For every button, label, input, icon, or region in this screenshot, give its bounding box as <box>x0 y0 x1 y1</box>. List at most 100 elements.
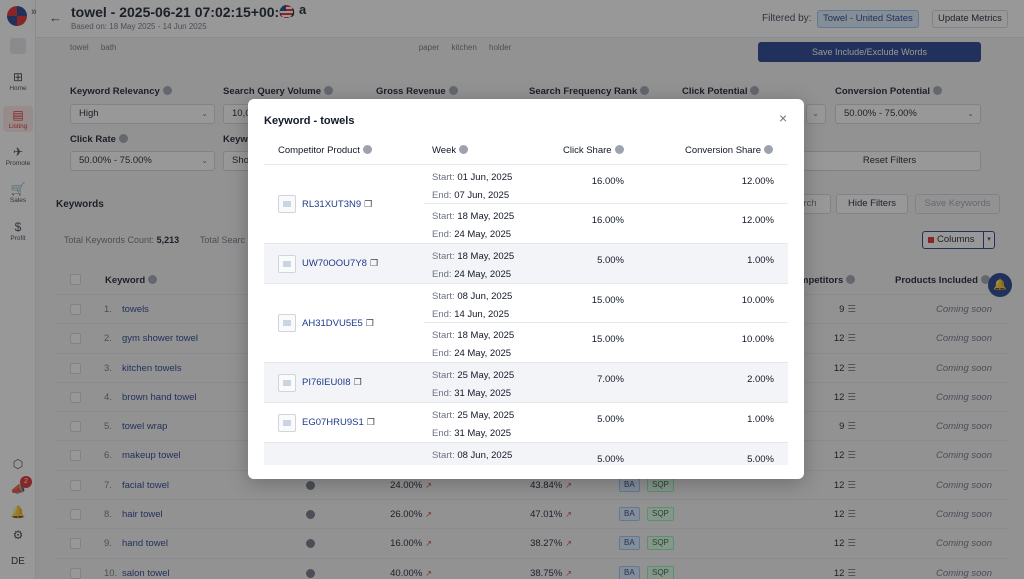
copy-icon[interactable]: ❐ <box>353 377 362 387</box>
update-metrics-button[interactable]: Update Metrics <box>932 10 1008 28</box>
asin-link[interactable]: EG07HRU9S1 <box>302 417 364 428</box>
sidebar-item-sales[interactable]: 🛒 Sales <box>0 182 36 205</box>
save-keywords-button[interactable]: Save Keywords <box>915 194 1000 214</box>
word-chip[interactable]: bath <box>100 43 117 52</box>
conversion-potential-select[interactable]: 50.00% - 75.00% ⌄ <box>835 104 981 124</box>
competitors-cell[interactable]: 12 ☰ <box>826 392 856 403</box>
sidebar-item-profit[interactable]: $ Profit <box>0 220 36 243</box>
gear-icon[interactable]: ⚙ <box>12 528 24 542</box>
asin-link[interactable]: PI76IEU0I8 <box>302 377 351 388</box>
keyword-link[interactable]: hand towel <box>122 538 168 550</box>
word-chip[interactable]: holder <box>489 43 512 52</box>
copy-icon[interactable]: ❐ <box>364 198 373 209</box>
help-icon[interactable] <box>448 86 458 95</box>
expand-sidebar-icon[interactable]: » <box>31 6 38 18</box>
competitors-cell[interactable]: 12 ☰ <box>826 450 856 461</box>
reset-filters-button[interactable]: Reset Filters <box>798 151 981 171</box>
competitors-column-header[interactable]: mpetitors <box>800 275 856 286</box>
keyword-column-header[interactable]: Keyword <box>105 275 158 286</box>
keyword-link[interactable]: salon towel <box>122 567 170 579</box>
sqp-tag[interactable]: SQP <box>647 565 674 579</box>
keyword-link[interactable]: towel wrap <box>122 421 168 433</box>
keyword-link[interactable]: makeup towel <box>122 450 181 462</box>
competitors-cell[interactable]: 12 ☰ <box>826 509 856 520</box>
keyword-link[interactable]: hair towel <box>122 509 163 521</box>
word-chip[interactable]: towel <box>70 43 89 52</box>
copy-icon[interactable]: ❐ <box>369 258 379 268</box>
bell-icon[interactable]: 🔔 <box>10 505 26 519</box>
close-icon[interactable]: × <box>779 110 788 126</box>
word-chip[interactable]: kitchen <box>451 43 477 52</box>
row-checkbox[interactable] <box>70 333 81 345</box>
competitors-cell[interactable]: 12 ☰ <box>826 480 856 491</box>
row-checkbox[interactable] <box>70 450 81 462</box>
ba-tag[interactable]: BA <box>619 536 640 551</box>
keyword-relevancy-select[interactable]: High ⌄ <box>70 104 215 124</box>
help-icon[interactable] <box>362 145 372 154</box>
ba-tag[interactable]: BA <box>619 507 640 522</box>
sidebar-item-home[interactable]: ⊞ Home <box>0 70 36 93</box>
back-arrow-icon[interactable]: ← <box>49 10 62 25</box>
click-rate-select[interactable]: 50.00% - 75.00% ⌄ <box>70 151 215 171</box>
row-checkbox[interactable] <box>70 421 81 433</box>
table-row[interactable]: 7. facial towel 24.00% ↗ 43.84% ↗ BA SQP 12 ☰ Comi… <box>56 471 1008 501</box>
help-icon[interactable] <box>933 86 943 95</box>
filter-chip[interactable]: Towel - United States <box>817 10 919 28</box>
table-row[interactable]: 9. hand towel 16.00% ↗ 38.27% ↗ BA SQP 12 ☰ Coming… <box>56 529 1008 559</box>
columns-dropdown-icon[interactable]: ▾ <box>983 231 995 249</box>
competitors-cell[interactable]: 9 ☰ <box>826 304 856 315</box>
box-icon[interactable]: ⬡ <box>12 457 24 471</box>
help-icon[interactable] <box>148 275 158 284</box>
copy-icon[interactable]: ❐ <box>366 417 375 427</box>
help-icon[interactable] <box>846 275 856 284</box>
hide-filters-button[interactable]: Hide Filters <box>836 194 908 214</box>
row-checkbox[interactable] <box>70 391 81 403</box>
table-row[interactable]: 8. hair towel 26.00% ↗ 47.01% ↗ BA SQP 12 ☰ Coming… <box>56 500 1008 530</box>
asin-link[interactable]: RL31XUT3N9 <box>302 198 362 210</box>
help-icon[interactable] <box>324 86 334 95</box>
help-icon[interactable] <box>750 86 760 95</box>
competitors-cell[interactable]: 12 ☰ <box>826 333 856 344</box>
table-row[interactable]: 10. salon towel 40.00% ↗ 38.75% ↗ BA SQP 12 ☰ Comi… <box>56 559 1008 579</box>
competitors-cell[interactable]: 9 ☰ <box>826 421 856 432</box>
keyword-type-select[interactable]: Sho <box>223 151 253 171</box>
help-icon[interactable] <box>459 145 469 154</box>
help-icon[interactable] <box>162 86 172 95</box>
keyword-link[interactable]: kitchen towels <box>122 362 182 374</box>
sqp-tag[interactable]: SQP <box>647 507 674 522</box>
ba-tag[interactable]: BA <box>619 565 640 579</box>
select-all-checkbox[interactable] <box>70 274 81 285</box>
keyword-link[interactable]: gym shower towel <box>122 333 199 345</box>
competitors-cell[interactable]: 12 ☰ <box>826 538 856 549</box>
workspace-icon[interactable] <box>10 38 26 54</box>
click-potential-select[interactable]: ⌄ <box>806 104 826 124</box>
sidebar-item-promote[interactable]: ✈ Promote <box>0 145 36 168</box>
row-checkbox[interactable] <box>70 509 81 521</box>
avatar[interactable]: DE <box>11 556 25 567</box>
app-logo[interactable] <box>7 6 27 26</box>
keyword-link[interactable]: towels <box>122 304 149 315</box>
row-checkbox[interactable] <box>70 479 81 491</box>
help-icon[interactable] <box>614 145 624 154</box>
keyword-link[interactable]: facial towel <box>122 479 169 491</box>
sidebar-item-listing[interactable]: ▤ Listing <box>3 106 33 132</box>
copy-icon[interactable]: ❐ <box>365 317 374 328</box>
notification-bell-icon[interactable]: 🔔 <box>988 273 1012 297</box>
save-include-exclude-button[interactable]: Save Include/Exclude Words <box>758 42 981 62</box>
competitors-cell[interactable]: 12 ☰ <box>826 363 856 374</box>
help-icon[interactable] <box>764 145 774 154</box>
products-included-column-header[interactable]: Products Included <box>895 275 990 286</box>
row-checkbox[interactable] <box>70 304 81 315</box>
asin-link[interactable]: AH31DVU5E5 <box>302 317 363 329</box>
keyword-link[interactable]: brown hand towel <box>122 391 197 403</box>
row-checkbox[interactable] <box>70 567 81 579</box>
asin-link[interactable]: UW70OOU7Y8 <box>302 258 367 269</box>
row-checkbox[interactable] <box>70 362 81 374</box>
competitors-cell[interactable]: 12 ☰ <box>826 568 856 579</box>
help-icon[interactable] <box>980 275 990 284</box>
sqp-tag[interactable]: SQP <box>647 536 674 551</box>
help-icon[interactable] <box>640 86 650 95</box>
row-checkbox[interactable] <box>70 538 81 550</box>
word-chip[interactable]: paper <box>418 43 440 52</box>
help-icon[interactable] <box>118 134 128 143</box>
